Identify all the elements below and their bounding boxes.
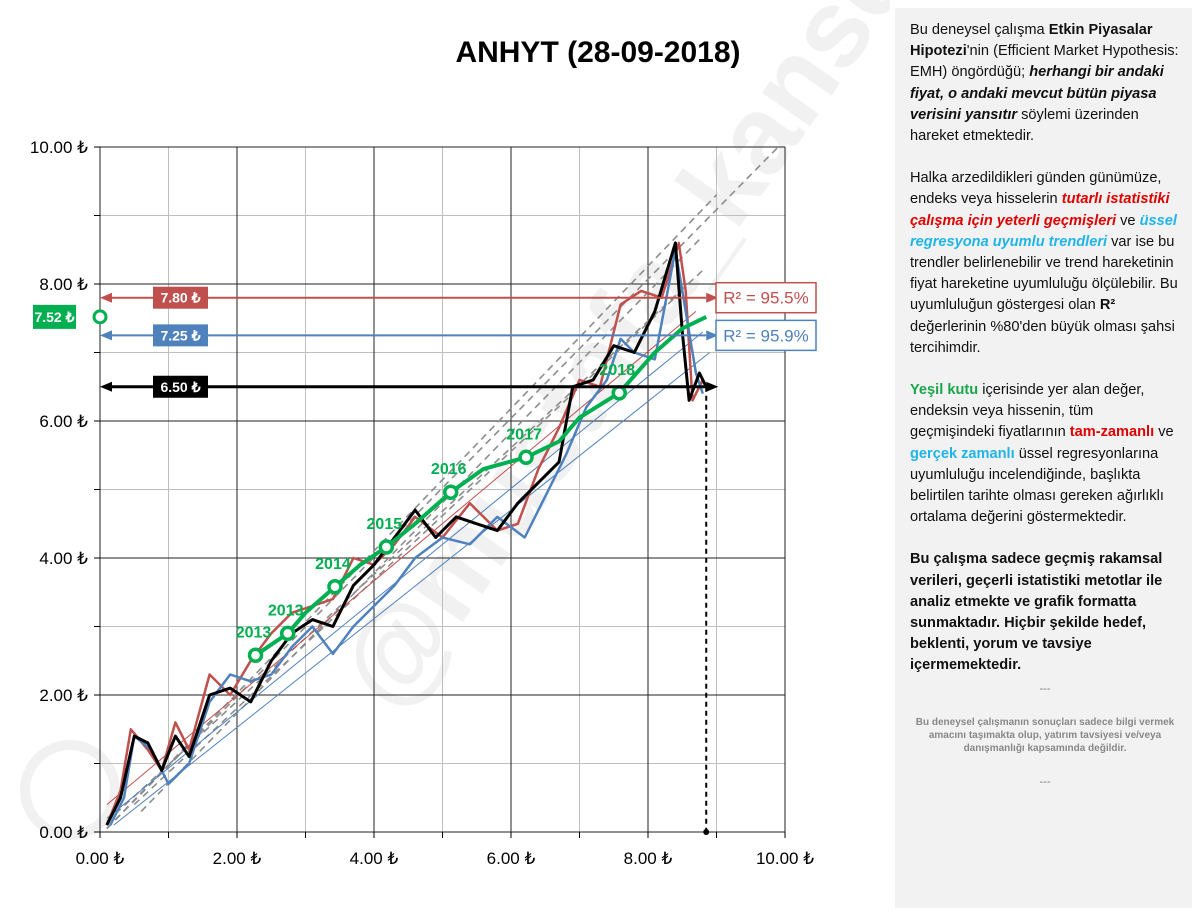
annotations: 2013 2013 2014 2015 2016 2017 2018 7.80 ₺ 7.25 ₺… xyxy=(33,281,817,835)
year-label: 2016 xyxy=(431,461,467,478)
separator: --- xyxy=(1039,775,1051,788)
grid: 0.00 ₺ 2.00 ₺ 4.00 ₺ 6.00 ₺ 8.00 ₺ 10.00 ₺ 0.0… xyxy=(30,138,814,868)
series-line xyxy=(105,241,708,826)
trend-line-dashed xyxy=(140,235,704,813)
r2-box xyxy=(715,319,817,352)
year-marker xyxy=(518,449,534,466)
trend-line xyxy=(113,352,710,826)
green-box xyxy=(33,304,76,329)
r2-box xyxy=(715,281,817,314)
y-tick-label: 0.00 ₺ xyxy=(39,823,88,842)
arrow-head-left xyxy=(100,330,112,341)
x-tick-label: 8.00 ₺ xyxy=(624,849,673,868)
green-box-value: 7.52 ₺ xyxy=(34,309,74,325)
level-label: 7.25 ₺ xyxy=(160,327,200,343)
year-marker xyxy=(378,539,395,555)
y-tick-label: 2.00 ₺ xyxy=(39,686,88,705)
level-label: 7.80 ₺ xyxy=(160,290,200,306)
year-label: 2017 xyxy=(506,426,542,443)
r2-label: R² = 95.5% xyxy=(723,289,809,308)
trend-line xyxy=(106,331,704,819)
trend-line-dashed xyxy=(133,290,683,806)
year-label: 2013 xyxy=(236,624,272,641)
year-marker xyxy=(611,385,627,401)
arrow-head-right xyxy=(706,330,719,341)
x-tick-label: 4.00 ₺ xyxy=(350,849,399,868)
trend-lines xyxy=(106,146,779,830)
y-tick-label: 10.00 ₺ xyxy=(30,138,88,157)
chart-title: ANHYT (28-09-2018) xyxy=(455,36,740,69)
arrow-head-right xyxy=(706,381,719,392)
x-tick-label: 2.00 ₺ xyxy=(213,849,262,868)
disclaimer: Bu deneysel çalışmanın sonuçları sadece … xyxy=(915,716,1175,754)
panel-paragraph-3: Yeşil kutu içerisinde yer alan değer, en… xyxy=(910,382,1174,526)
level-label-box xyxy=(153,375,208,398)
x-tick-label: 0.00 ₺ xyxy=(76,849,125,868)
x-tick-label: 6.00 ₺ xyxy=(487,849,536,868)
watermark: @mustafa_kansel xyxy=(20,0,890,840)
year-label: 2014 xyxy=(315,556,351,573)
separator: --- xyxy=(1039,682,1051,695)
side-panel: Bu deneysel çalışma Etkin Piyasalar Hipo… xyxy=(895,8,1192,908)
trend-line-dashed xyxy=(106,194,718,830)
y-tick-label: 4.00 ₺ xyxy=(39,549,88,568)
arrow-head-left xyxy=(100,381,112,392)
level-label-box xyxy=(153,286,208,309)
arrow-head-left xyxy=(100,292,112,303)
level-label: 6.50 ₺ xyxy=(160,379,200,395)
panel-paragraph-1: Bu deneysel çalışma Etkin Piyasalar Hipo… xyxy=(910,22,1179,145)
arrow-head-right xyxy=(706,292,719,303)
level-label-box xyxy=(153,324,208,347)
y-tick-label: 6.00 ₺ xyxy=(39,412,88,431)
end-point-marker xyxy=(703,829,710,835)
series-line-weighted xyxy=(254,315,708,657)
year-marker xyxy=(442,484,459,500)
series-layer xyxy=(105,241,708,826)
x-tick-label: 10.00 ₺ xyxy=(756,849,814,868)
year-marker xyxy=(327,579,343,595)
y-tick-label: 8.00 ₺ xyxy=(39,275,88,294)
year-label: 2015 xyxy=(367,516,403,533)
panel-paragraph-2: Halka arzedildikleri günden günümüze, en… xyxy=(910,170,1178,356)
chart: @mustafa_kansel ANHYT (28-09-2018) 0.00 … xyxy=(20,0,890,868)
year-label: 2018 xyxy=(599,362,635,379)
green-box-marker xyxy=(92,309,108,325)
trend-line-dashed xyxy=(106,146,779,830)
series-line xyxy=(105,241,704,826)
year-marker xyxy=(279,625,296,642)
year-marker xyxy=(247,647,264,664)
r2-label: R² = 95.9% xyxy=(723,326,809,345)
panel-paragraph-4: Bu çalışma sadece geçmiş rakamsal verile… xyxy=(910,551,1163,674)
year-label: 2013 xyxy=(268,602,304,619)
